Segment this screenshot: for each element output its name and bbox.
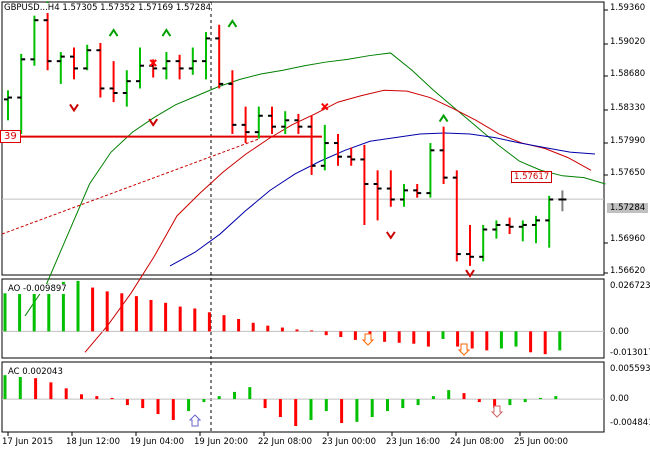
ac-signal-arrow-icon [490,405,504,418]
ohlc-bar [413,184,422,198]
ac-tick: -0.004841 [610,418,650,428]
price-tick: 1.57990 [610,136,646,146]
ohlc-bar [4,90,12,121]
time-tick: 25 Jun 00:00 [514,437,568,447]
ohlc-bar [281,111,290,134]
ohlc-bar [386,170,395,207]
ac-signal-arrow-icon [188,414,202,427]
fractal-up-arrow [227,19,238,28]
ohlc-bar [320,124,329,171]
ohlc-bar [43,11,52,71]
ohlc-bar [439,126,448,184]
ohlc-bar [558,190,567,212]
ohlc-bar [373,170,382,221]
price-tick: 1.59360 [610,3,646,13]
ohlc-bar [268,106,276,134]
level-tag-left: 39 [0,130,21,143]
price-tick: 1.56960 [610,234,646,244]
ohlc-bar [136,47,144,89]
ohlc-bar [162,52,171,80]
ma-mid-line [84,89,592,353]
ohlc-bar [492,220,501,239]
ao-signal-arrow-icon [457,343,471,356]
time-tick: 18 Jun 12:00 [66,437,120,447]
fractal-up-arrow [438,113,449,123]
ohlc-bar [215,24,224,89]
main-header: GBPUSD...H4 1.57305 1.57352 1.57169 1.57… [4,3,212,13]
fractal-down-arrow [69,103,79,113]
time-tick: 24 Jun 08:00 [450,437,504,447]
fractal-down-arrow [465,269,475,278]
main-panel-frame [1,1,605,276]
ao-tick: 0.026723 [610,281,650,291]
ao-panel-frame [1,278,605,359]
ohlc-bar [202,32,210,80]
ac-tick: 0.00 [610,394,629,404]
time-tick: 17 Jun 2015 [2,437,54,447]
ohlc-bar [307,115,316,175]
time-tick: 19 Jun 20:00 [194,437,248,447]
time-tick: 22 Jun 08:00 [258,437,312,447]
ohlc-bar [334,133,342,166]
fractal-up-arrow [108,28,119,37]
ohlc-bar [360,144,369,225]
ohlc-bar [347,147,356,166]
ohlc-bar [400,184,408,207]
signal-cross-marker [321,102,329,111]
ohlc-bar [228,70,237,134]
trend-line [1,138,261,235]
ohlc-bar [96,42,105,98]
fractal-down-arrow [385,231,396,240]
ohlc-bar [294,113,303,134]
ohlc-bar [188,47,197,75]
ohlc-bar [70,47,78,80]
price-tick: 1.59020 [610,37,646,47]
ohlc-bar [56,52,65,84]
ao-tick: -0.013017 [610,348,650,358]
fractal-down-arrow [148,118,159,127]
signal-cross-marker [149,59,157,67]
ohlc-bar [122,70,131,107]
ac-header: AC 0.002043 [8,367,63,377]
symbol-label: GBPUSD...H4 [4,3,60,13]
ohlc-bar [30,15,39,66]
level-tag-mid: 1.57617 [511,171,553,183]
ohlc-bar [241,106,250,144]
ohlc-bar [505,217,514,235]
price-tick: 1.58680 [610,69,646,79]
ohlc-bar [175,54,184,80]
ohlc-bar [452,170,461,262]
ac-panel-frame [1,361,605,433]
ohlc-bar [109,61,118,103]
ao-tick: 0.00 [610,327,629,337]
ma-fast-line [24,52,606,317]
ohlc-bar [83,44,92,71]
time-tick: 23 Jun 00:00 [322,437,376,447]
ao-signal-arrow-icon [361,333,375,346]
ohlc-bar [545,195,554,248]
time-tick: 19 Jun 04:00 [130,437,184,447]
price-tick: 1.58330 [610,103,646,113]
ohlc-values: 1.57305 1.57352 1.57169 1.57284 [62,3,212,13]
ohlc-bar [518,220,527,242]
ao-header: AO -0.009897 [8,284,67,294]
ohlc-bar [532,215,540,244]
ma-slow-line [169,132,596,267]
ohlc-bar [254,106,263,139]
ohlc-bar [479,224,488,262]
time-tick: 23 Jun 16:00 [386,437,440,447]
current-price-tag: 1.57284 [607,203,649,213]
price-tick: 1.57650 [610,168,646,178]
ac-tick: 0.005593 [610,364,650,374]
ohlc-bar [466,224,474,266]
price-tick: 1.56620 [610,266,646,276]
ohlc-bar [17,53,26,134]
ohlc-bar [426,143,435,198]
fractal-up-arrow [161,28,172,37]
